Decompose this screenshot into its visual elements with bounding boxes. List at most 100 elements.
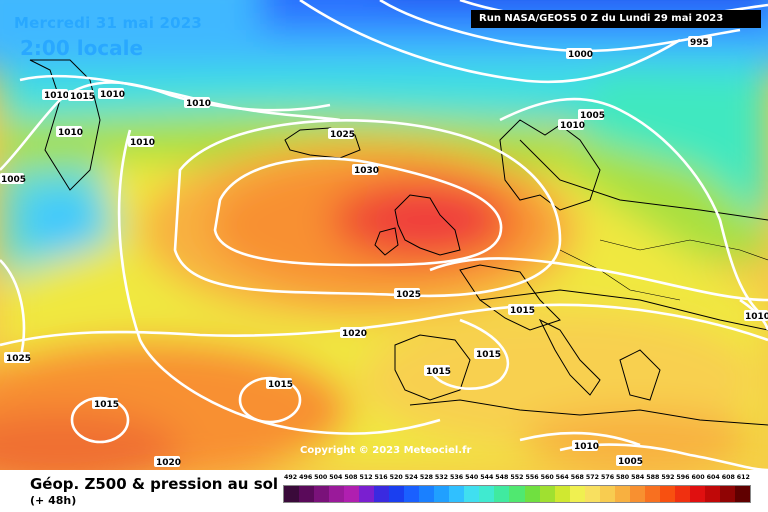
isobar-label: 1005 (616, 455, 643, 467)
scale-color-swatch (599, 486, 615, 502)
scale-value-label: 572 (585, 474, 599, 481)
svg-text:1010: 1010 (560, 121, 585, 131)
color-scale-bar (283, 485, 751, 503)
forecast-date: Mercredi 31 mai 2023 (14, 14, 203, 32)
isobar-label: 1020 (340, 327, 367, 339)
copyright-notice: Copyright © 2023 Meteociel.fr (300, 445, 472, 456)
map-caption: Géop. Z500 & pression au sol (30, 475, 279, 493)
isobar-label: 1010 (128, 136, 155, 148)
scale-value-label: 500 (314, 474, 328, 481)
svg-text:1015: 1015 (94, 400, 119, 410)
color-scale-labels: 492 496 500 504 508 512 516 520 524 528 532 536 540 5… (283, 474, 751, 481)
scale-color-swatch (359, 486, 375, 502)
isobar-label: 1025 (4, 352, 31, 364)
isobar-label: 1025 (394, 288, 421, 300)
scale-color-swatch (284, 486, 300, 502)
coastlines (29, 59, 768, 426)
scale-color-swatch (404, 486, 420, 502)
svg-text:995: 995 (690, 38, 709, 48)
scale-color-swatch (539, 486, 555, 502)
scale-color-swatch (674, 486, 690, 502)
isobar-label: 1010 (744, 310, 768, 322)
scale-value-label: 608 (721, 474, 735, 481)
scale-value-label: 552 (510, 474, 524, 481)
svg-text:1015: 1015 (426, 367, 451, 377)
scale-color-swatch (719, 486, 735, 502)
scale-value-label: 504 (329, 474, 343, 481)
svg-text:1005: 1005 (1, 175, 26, 185)
scale-value-label: 584 (631, 474, 645, 481)
scale-color-swatch (704, 486, 720, 502)
svg-text:1010: 1010 (745, 312, 768, 322)
scale-value-label: 528 (419, 474, 433, 481)
isobar-label: 1020 (154, 456, 181, 468)
scale-value-label: 560 (540, 474, 554, 481)
isobar-label: 1005 (578, 109, 605, 121)
scale-value-label: 596 (676, 474, 690, 481)
svg-text:1005: 1005 (618, 457, 643, 467)
scale-value-label: 540 (465, 474, 479, 481)
isobar-label: 1030 (352, 164, 379, 176)
svg-text:1015: 1015 (268, 380, 293, 390)
isobars (0, 0, 768, 470)
isobar-label: 1010 (184, 97, 211, 109)
scale-value-label: 580 (616, 474, 630, 481)
svg-text:1010: 1010 (100, 90, 125, 100)
scale-color-swatch (329, 486, 345, 502)
color-scale: 492 496 500 504 508 512 516 520 524 528 532 536 540 5… (283, 474, 751, 503)
scale-value-label: 576 (600, 474, 615, 481)
svg-text:1020: 1020 (156, 458, 181, 468)
svg-text:1030: 1030 (354, 166, 379, 176)
svg-text:1015: 1015 (476, 350, 501, 360)
scale-color-swatch (479, 486, 495, 502)
svg-text:1025: 1025 (330, 130, 355, 140)
scale-color-swatch (374, 486, 390, 502)
scale-value-label: 536 (450, 474, 464, 481)
scale-color-swatch (464, 486, 480, 502)
svg-text:1010: 1010 (130, 138, 155, 148)
scale-value-label: 556 (525, 474, 539, 481)
isobar-labels: 995 1000 1005 1010 1010 1010 1010 1015 1… (0, 36, 768, 468)
isobar-label: 1010 (558, 119, 585, 131)
scale-color-swatch (344, 486, 360, 502)
svg-text:1010: 1010 (186, 99, 211, 109)
isobar-label: 1010 (98, 88, 125, 100)
scale-value-label: 516 (374, 474, 388, 481)
scale-value-label: 524 (404, 474, 418, 481)
svg-text:1025: 1025 (6, 354, 31, 364)
model-run-label: Run NASA/GEOS5 0 Z du Lundi 29 mai 2023 (471, 10, 761, 28)
isobar-label: 1015 (92, 398, 119, 410)
scale-color-swatch (554, 486, 570, 502)
svg-text:1010: 1010 (574, 442, 599, 452)
forecast-local-time: 2:00 locale (20, 36, 144, 60)
svg-text:1015: 1015 (510, 306, 535, 316)
scale-value-label: 568 (570, 474, 584, 481)
scale-color-swatch (389, 486, 405, 502)
scale-color-swatch (734, 486, 750, 502)
svg-text:1020: 1020 (342, 329, 367, 339)
isobar-label: 1015 (474, 348, 501, 360)
svg-text:1010: 1010 (44, 91, 69, 101)
scale-color-swatch (569, 486, 585, 502)
scale-color-swatch (614, 486, 630, 502)
svg-text:1010: 1010 (58, 128, 83, 138)
scale-value-label: 496 (299, 474, 313, 481)
scale-value-label: 564 (555, 474, 569, 481)
isobar-label: 1025 (328, 128, 355, 140)
isobar-label: 995 (688, 36, 712, 48)
scale-color-swatch (494, 486, 510, 502)
scale-color-swatch (314, 486, 330, 502)
scale-value-label: 508 (344, 474, 358, 481)
scale-color-swatch (299, 486, 315, 502)
scale-value-label: 612 (736, 474, 750, 481)
svg-text:1025: 1025 (396, 290, 421, 300)
isobar-label: 1015 (424, 365, 451, 377)
scale-color-swatch (689, 486, 705, 502)
svg-text:1005: 1005 (580, 111, 605, 121)
scale-value-label: 544 (480, 474, 494, 481)
isobar-label: 1005 (0, 173, 26, 185)
isobar-label: 1015 (508, 304, 535, 316)
scale-color-swatch (419, 486, 435, 502)
scale-color-swatch (449, 486, 465, 502)
isobar-label: 1010 (56, 126, 83, 138)
